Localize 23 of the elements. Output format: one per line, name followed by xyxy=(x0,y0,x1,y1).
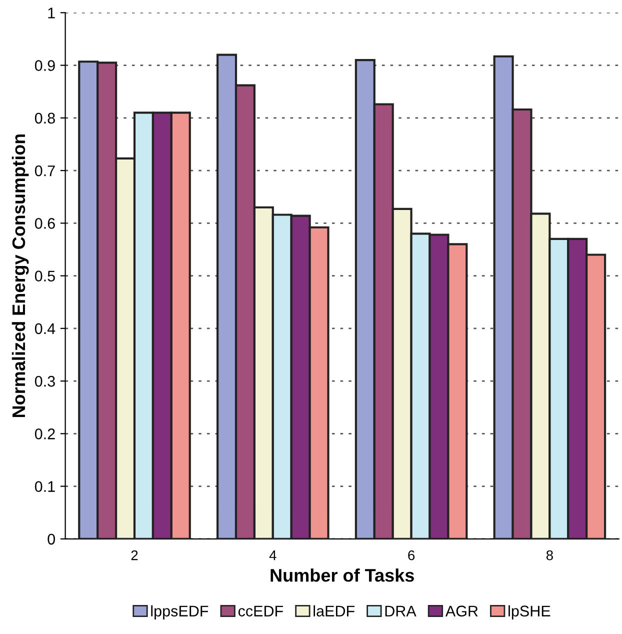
y-tick-label: 0.4 xyxy=(34,323,56,334)
y-axis-title: Normalized Energy Consumption xyxy=(12,134,29,418)
y-tick-label: 0.3 xyxy=(34,376,55,387)
x-tick-label: 6 xyxy=(408,550,415,560)
x-tick-label: 4 xyxy=(269,550,276,560)
x-tick-label: 2 xyxy=(131,550,138,560)
y-tick-label: 0 xyxy=(48,534,55,545)
legend-label: AGR xyxy=(445,606,478,616)
y-tick-label: 0.9 xyxy=(34,60,55,71)
x-tick-label: 8 xyxy=(546,550,553,560)
legend-label: ccEDF xyxy=(238,606,283,616)
legend-label: laEDF xyxy=(314,605,354,616)
legend-label: lppsEDF xyxy=(151,605,208,620)
legend-label: DRA xyxy=(385,606,416,616)
y-tick-label: 0.2 xyxy=(34,428,55,440)
x-axis-title: Number of Tasks xyxy=(270,568,414,582)
y-tick-label: 0.6 xyxy=(34,218,55,229)
y-tick-label: 0.8 xyxy=(34,112,55,124)
y-tick-label: 0.1 xyxy=(34,481,55,492)
y-tick-label: 0.5 xyxy=(34,270,55,282)
legend-label: lpSHE xyxy=(508,605,550,620)
y-tick-label: 1 xyxy=(48,8,55,18)
y-tick-label: 0.7 xyxy=(34,165,55,176)
